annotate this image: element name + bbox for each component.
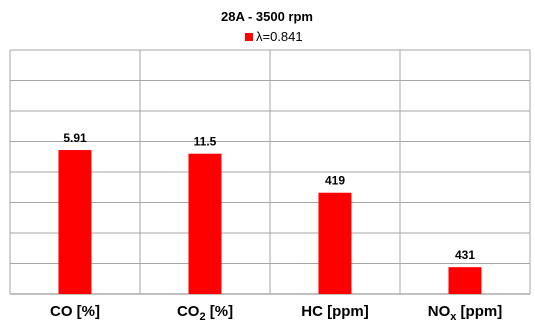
category-label-0: CO [%] bbox=[50, 303, 100, 320]
bar-2 bbox=[318, 192, 352, 294]
data-label-0: 5.91 bbox=[63, 131, 87, 145]
category-label-1: CO2 [%] bbox=[177, 303, 233, 323]
bar-0 bbox=[58, 150, 92, 294]
bar-3 bbox=[448, 267, 482, 294]
category-label-2: HC [ppm] bbox=[301, 303, 369, 320]
category-label-3: NOx [ppm] bbox=[428, 303, 502, 323]
gridlines bbox=[9, 49, 531, 295]
data-label-2: 419 bbox=[325, 174, 345, 188]
bar-1 bbox=[188, 153, 222, 294]
data-label-3: 431 bbox=[455, 248, 475, 262]
legend-swatch bbox=[245, 33, 253, 41]
bars bbox=[58, 150, 482, 294]
data-labels: 5.91 11.5 419 431 bbox=[63, 131, 475, 262]
chart-title: 28A - 3500 rpm bbox=[221, 9, 313, 24]
data-label-1: 11.5 bbox=[194, 135, 217, 149]
category-labels: CO [%] CO2 [%] HC [ppm] NOx [ppm] bbox=[50, 303, 502, 323]
legend-label: λ=0.841 bbox=[256, 29, 303, 44]
legend: λ=0.841 bbox=[245, 29, 303, 44]
